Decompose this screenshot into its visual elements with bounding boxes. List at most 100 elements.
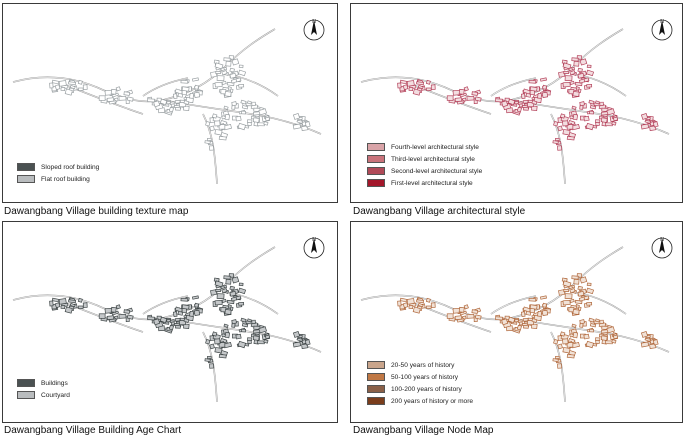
road <box>202 331 218 403</box>
legend-label: Flat roof building <box>41 175 90 183</box>
building-footprint <box>229 67 235 73</box>
building-footprint <box>541 309 549 316</box>
building-footprint <box>211 113 218 119</box>
building-footprint <box>218 124 226 130</box>
building-footprint <box>221 80 227 85</box>
building-footprint <box>207 355 212 360</box>
map-panel-style: N Fourth-level architectural style Third-… <box>350 3 683 203</box>
building-footprint <box>220 67 225 72</box>
building-footprint <box>304 339 311 346</box>
legend-item: First-level architectural style <box>367 178 482 188</box>
legend-item: Sloped roof building <box>17 162 99 172</box>
building-footprint <box>207 137 212 142</box>
building-footprint <box>588 317 595 323</box>
building-footprint <box>571 323 577 328</box>
building-footprint <box>238 282 244 287</box>
building-footprint <box>175 107 181 111</box>
building-footprint <box>573 278 580 285</box>
building-footprint <box>606 326 615 334</box>
building-footprint <box>553 338 559 345</box>
building-footprint <box>474 314 482 320</box>
building-footprint <box>569 70 576 76</box>
building-footprint <box>537 92 543 99</box>
building-footprint <box>258 326 267 334</box>
building-footprint <box>408 304 414 309</box>
building-footprint <box>588 99 595 105</box>
building-footprint <box>417 302 424 308</box>
building-footprint <box>230 78 238 84</box>
building-footprint <box>426 87 432 91</box>
building-footprint <box>78 305 84 309</box>
building-footprint <box>174 99 181 104</box>
building-footprint <box>237 287 247 295</box>
building-footprint <box>166 100 171 105</box>
building-footprint <box>595 119 601 123</box>
building-footprint <box>214 280 224 288</box>
building-footprint <box>571 105 577 110</box>
building-footprint <box>264 334 271 340</box>
building-footprint <box>569 288 576 294</box>
building-footprint <box>589 105 597 110</box>
building-footprint <box>507 98 516 106</box>
building-footprint <box>562 299 571 306</box>
village-map-age <box>12 246 322 403</box>
building-footprint <box>562 120 569 127</box>
building-footprint <box>425 297 431 303</box>
building-footprint <box>98 313 106 319</box>
village-map-style <box>360 28 670 185</box>
legend-style: Fourth-level architectural style Third-le… <box>367 142 482 190</box>
building-footprint <box>54 302 61 309</box>
building-footprint <box>595 337 601 341</box>
building-footprint <box>68 81 77 86</box>
map-panel-age: N Buildings Courtyard <box>2 221 338 423</box>
building-footprint <box>193 84 200 90</box>
building-footprint <box>210 289 218 296</box>
building-footprint <box>189 310 195 317</box>
building-footprint <box>521 93 526 100</box>
building-footprint <box>569 298 575 303</box>
road <box>550 331 566 403</box>
building-footprint <box>304 121 311 128</box>
building-footprint <box>237 69 247 77</box>
legend-item: 200 years of history or more <box>367 396 473 406</box>
building-footprint <box>78 87 84 91</box>
building-footprint <box>218 136 227 141</box>
building-footprint <box>577 67 583 73</box>
legend-texture: Sloped roof building Flat roof building <box>17 162 99 186</box>
building-footprint <box>224 309 232 315</box>
building-footprint <box>577 72 585 79</box>
legend-item: Courtyard <box>17 390 70 400</box>
legend-label: Fourth-level architectural style <box>391 143 479 151</box>
building-footprint <box>123 309 131 314</box>
road <box>142 295 189 315</box>
building-footprint <box>585 122 595 131</box>
building-footprint <box>402 302 409 309</box>
building-footprint <box>577 285 583 291</box>
building-footprint <box>205 120 211 127</box>
building-footprint <box>118 95 127 101</box>
building-footprint <box>501 100 509 108</box>
building-footprint <box>454 97 463 103</box>
building-footprint <box>585 340 595 349</box>
building-footprint <box>458 88 465 95</box>
building-footprint <box>159 98 168 106</box>
building-footprint <box>69 84 76 90</box>
building-footprint <box>238 83 245 88</box>
building-footprint <box>147 316 155 321</box>
north-arrow-icon: N <box>649 16 675 42</box>
building-footprint <box>577 290 585 297</box>
building-footprint <box>514 318 519 323</box>
road <box>12 294 164 321</box>
building-footprint <box>181 86 190 92</box>
building-footprint <box>235 115 242 122</box>
building-footprint <box>225 60 232 67</box>
building-footprint <box>572 91 580 97</box>
building-footprint <box>566 124 574 130</box>
road <box>142 77 189 97</box>
legend-swatch <box>367 397 385 405</box>
building-footprint <box>605 340 613 345</box>
building-footprint <box>507 316 516 324</box>
building-footprint <box>531 105 538 112</box>
building-footprint <box>292 123 302 130</box>
legend-label: Courtyard <box>41 391 70 399</box>
